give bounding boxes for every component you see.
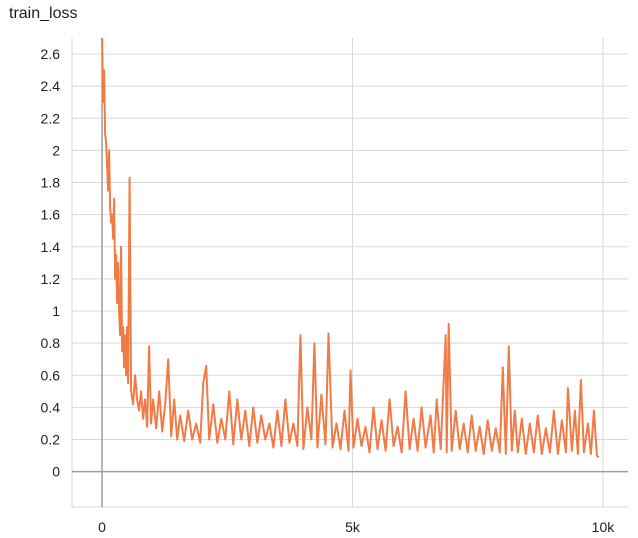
x-tick-label: 10k <box>592 519 616 535</box>
series-line <box>101 37 600 458</box>
chart-title: train_loss <box>9 5 78 22</box>
y-tick-label: 2.6 <box>41 46 61 62</box>
y-tick-label: 2.4 <box>41 78 61 94</box>
y-axis-ticks: 0 0.2 0.4 0.6 0.8 1 1.2 1.4 1.6 1.8 2 2.2 2.4 2.6 <box>41 46 61 480</box>
y-tick-label: 0.6 <box>41 367 61 383</box>
y-tick-label: 0.8 <box>41 335 61 351</box>
grid-lines <box>71 38 628 508</box>
y-tick-label: 0 <box>52 464 60 480</box>
series-group <box>101 37 600 458</box>
y-tick-label: 2 <box>52 142 60 158</box>
x-tick-label: 5k <box>345 519 361 535</box>
axes <box>72 38 628 507</box>
y-tick-label: 0.4 <box>41 399 61 415</box>
y-tick-label: 1 <box>52 303 60 319</box>
x-tick-label: 0 <box>98 519 106 535</box>
y-tick-label: 0.2 <box>41 432 61 448</box>
y-tick-label: 1.6 <box>41 207 61 223</box>
y-tick-label: 1.8 <box>41 175 61 191</box>
y-tick-label: 1.4 <box>41 239 61 255</box>
x-axis-ticks: 0 5k 10k <box>98 519 615 535</box>
y-tick-label: 1.2 <box>41 271 61 287</box>
y-tick-label: 2.2 <box>41 110 61 126</box>
